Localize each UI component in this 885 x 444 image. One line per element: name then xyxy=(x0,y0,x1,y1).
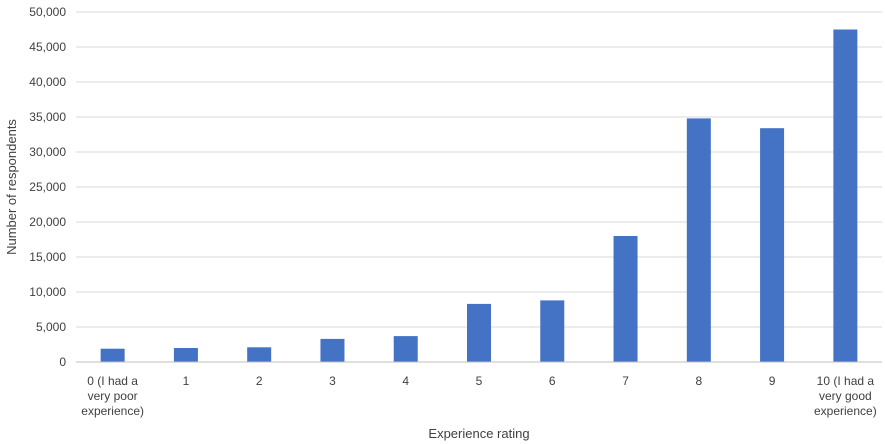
y-tick-label: 30,000 xyxy=(29,145,66,159)
x-axis-ticks: 0 (I had a very poor experience) 1 2 3 4 5 6 7 8 9 1… xyxy=(81,374,876,418)
bar xyxy=(540,300,565,362)
bars xyxy=(100,29,858,363)
y-axis-title: Number of respondents xyxy=(4,119,19,255)
x-tick-label: 6 xyxy=(549,374,556,388)
y-tick-label: 35,000 xyxy=(29,110,66,124)
x-tick-label: 10 (I had a very good experience) xyxy=(814,374,877,418)
bar xyxy=(100,348,125,362)
bar xyxy=(320,338,345,362)
y-tick-label: 10,000 xyxy=(29,285,66,299)
x-tick-label: 2 xyxy=(256,374,263,388)
x-tick-label: 5 xyxy=(476,374,483,388)
bar xyxy=(760,128,785,362)
bar xyxy=(686,118,711,363)
y-tick-label: 20,000 xyxy=(29,215,66,229)
gridlines xyxy=(76,11,882,328)
y-tick-label: 45,000 xyxy=(29,40,66,54)
bar xyxy=(173,348,198,362)
y-tick-label: 40,000 xyxy=(29,75,66,89)
y-tick-label: 15,000 xyxy=(29,250,66,264)
x-tick-label: 0 (I had a very poor experience) xyxy=(81,374,144,418)
x-tick-label: 8 xyxy=(695,374,702,388)
bar xyxy=(467,303,491,362)
y-tick-label: 0 xyxy=(59,355,66,369)
x-tick-label: 1 xyxy=(183,374,190,388)
y-tick-label: 25,000 xyxy=(29,180,66,194)
y-tick-label: 5,000 xyxy=(36,320,66,334)
bar xyxy=(613,236,638,362)
bar xyxy=(247,347,272,362)
x-tick-label: 9 xyxy=(769,374,776,388)
bar xyxy=(833,29,858,362)
x-tick-label: 4 xyxy=(402,374,409,388)
bar xyxy=(393,336,418,362)
y-tick-label: 50,000 xyxy=(29,5,66,19)
x-tick-label: 7 xyxy=(622,374,629,388)
x-axis-title: Experience rating xyxy=(428,426,529,441)
y-axis-ticks: 0 5,000 10,000 15,000 20,000 25,000 30,000 35,0… xyxy=(29,5,66,369)
x-tick-label: 3 xyxy=(329,374,336,388)
